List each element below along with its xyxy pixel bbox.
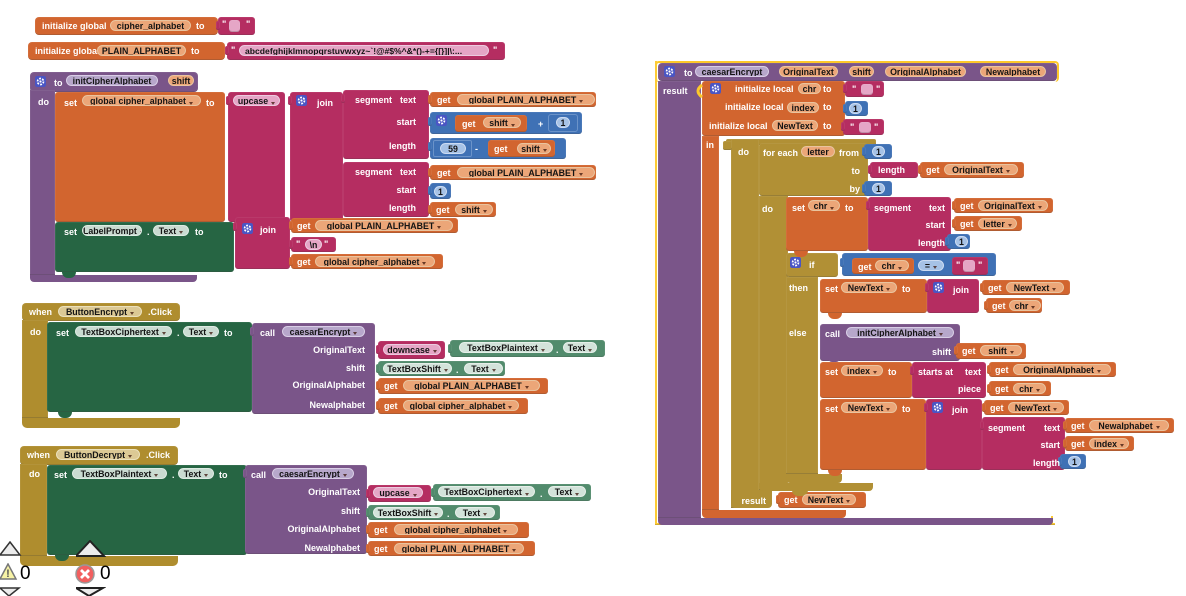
svg-text:!: ! bbox=[6, 568, 10, 580]
